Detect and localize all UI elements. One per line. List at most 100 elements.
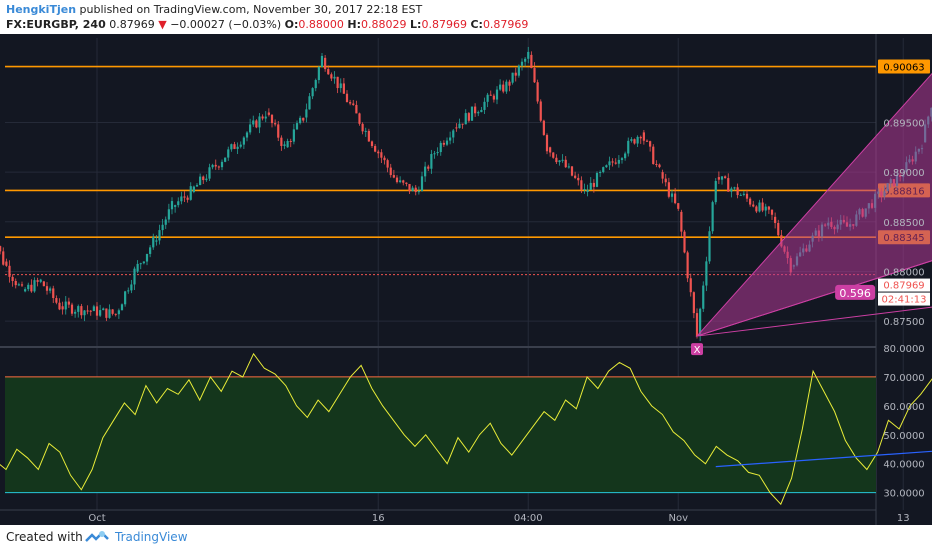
candle-body [517, 65, 520, 76]
ratio-line [696, 306, 932, 337]
ratio-badge [835, 284, 876, 300]
candle-body [77, 306, 80, 312]
candle-body [470, 106, 474, 121]
candle-body [380, 152, 383, 158]
candle-body [258, 116, 261, 128]
candle-body [542, 120, 545, 135]
candle-body [274, 123, 277, 125]
candle-body [670, 193, 674, 197]
candle-body [774, 216, 777, 223]
candle-body [70, 304, 74, 314]
candle-body [242, 137, 245, 145]
publish-line: HengkiTjen published on TradingView.com,… [6, 3, 422, 16]
candle-body [355, 104, 358, 114]
candle-body [624, 153, 627, 159]
candle-body [449, 137, 452, 141]
candle-body [508, 81, 511, 86]
ratio-line [696, 260, 932, 337]
candle-body [492, 95, 495, 100]
publish-info: published on TradingView.com, November 3… [79, 3, 423, 16]
symbol-label[interactable]: FX:EURGBP, 240 [6, 18, 106, 31]
candle-body [780, 235, 783, 247]
candle-body [567, 166, 570, 168]
axes: 0.89500 0.89000 0.88500 0.88000 0.87500 80.00… [88, 118, 924, 524]
candle-body [630, 139, 633, 141]
candle-body [324, 57, 327, 70]
candle-body [345, 93, 349, 103]
low-value: 0.87969 [421, 18, 467, 31]
candle-body [545, 134, 549, 152]
candle-body [477, 112, 480, 114]
candle-body [511, 72, 514, 83]
candle-body [186, 197, 189, 200]
created-with-label: Created with [6, 530, 83, 544]
candle-body [599, 172, 602, 174]
candle-body [724, 176, 727, 179]
rsi-tick-label: 80.0000 [883, 344, 924, 355]
candle-body [705, 261, 708, 286]
candle-body [299, 117, 302, 124]
candle-body [520, 61, 524, 66]
candle-body [445, 140, 449, 145]
candle-body [124, 291, 127, 305]
candle-body [320, 55, 324, 67]
candle-body [533, 68, 536, 83]
candle-body [111, 309, 114, 314]
rsi-indicator [0, 352, 932, 506]
last-price: 0.87969 [109, 18, 155, 31]
candle-body [414, 187, 417, 193]
candle-body [649, 141, 652, 147]
candle-body [283, 144, 286, 146]
candle-body [661, 172, 664, 179]
candle-body [433, 153, 436, 155]
rsi-tick-label: 50.0000 [883, 431, 924, 442]
author-name[interactable]: HengkiTjen [6, 3, 77, 16]
candle-body [205, 178, 208, 181]
candle-body [580, 180, 583, 190]
candle-body [133, 268, 136, 285]
open-value: 0.88000 [298, 18, 344, 31]
candle-body [639, 136, 642, 139]
close-value: 0.87969 [482, 18, 529, 31]
candle-body [224, 157, 227, 162]
open-label: O: [284, 18, 299, 31]
footer: Created with TradingView [0, 525, 932, 550]
candle-body [277, 124, 280, 138]
grid-lines [0, 34, 904, 525]
price-tick-label: 0.89000 [883, 168, 924, 179]
candle-body [86, 310, 89, 312]
candle-body [261, 116, 264, 119]
candle-body [30, 284, 33, 292]
candle-body [136, 263, 139, 272]
candle-body [211, 164, 214, 168]
candle-body [67, 301, 70, 305]
tradingview-link[interactable]: TradingView [115, 530, 188, 544]
candle-body [11, 276, 14, 281]
candle-body [683, 231, 686, 253]
candle-body [130, 284, 133, 291]
candle-body [358, 113, 361, 124]
candle-body [539, 101, 542, 121]
candle-body [486, 94, 489, 102]
candle-body [420, 176, 424, 192]
candle-body [708, 231, 711, 262]
candle-body [245, 132, 249, 138]
candle-body [27, 284, 30, 290]
candle-body [602, 167, 605, 173]
candle-body [524, 58, 527, 62]
candle-body [164, 219, 167, 225]
candle-body [255, 120, 258, 128]
candle-body [589, 182, 592, 190]
candle-body [189, 186, 192, 200]
candle-body [80, 306, 83, 316]
candle-body [108, 309, 111, 318]
candle-body [461, 123, 464, 125]
candle-body [317, 66, 320, 81]
candle-body [642, 132, 645, 141]
candle-body [689, 278, 692, 293]
rsi-tick-label: 40.0000 [883, 460, 924, 471]
candle-body [280, 137, 283, 146]
harmonic-pattern[interactable]: 0.5960.7981.380.777XABCD [691, 45, 932, 356]
candle-body [386, 160, 389, 168]
